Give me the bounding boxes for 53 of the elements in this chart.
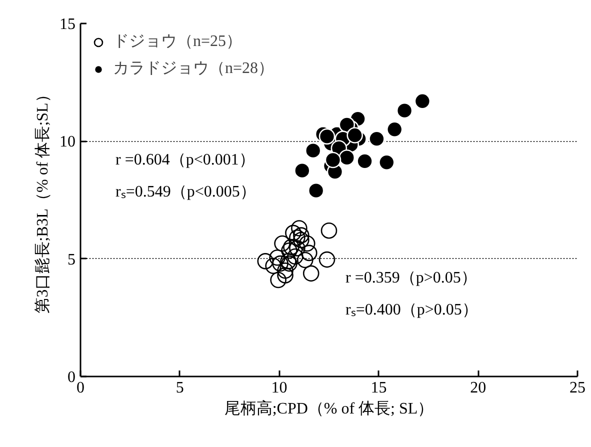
point [285, 224, 302, 242]
legend-label: カラドジョウ（n=28） [113, 59, 274, 79]
point [378, 154, 395, 170]
point [274, 235, 290, 252]
point [277, 262, 294, 279]
annotation: r =0.604（p<0.001） [116, 152, 255, 168]
x-tick-label: 20 [470, 380, 486, 396]
point [257, 253, 274, 270]
point [302, 265, 320, 282]
annotation: rₛ=0.549（p<0.005） [116, 184, 256, 200]
point [368, 130, 385, 147]
point [265, 258, 282, 274]
y-tick-label: 0 [68, 369, 76, 386]
point [386, 121, 403, 138]
annotation: r =0.359（p>0.05） [346, 270, 477, 286]
point [293, 227, 310, 244]
point [277, 267, 294, 284]
x-tick-label: 15 [370, 380, 387, 396]
point [287, 248, 304, 265]
y-tick-label: 10 [60, 134, 76, 151]
point [356, 153, 373, 170]
point [300, 244, 318, 262]
point [318, 128, 336, 145]
point [281, 242, 298, 259]
point [320, 222, 338, 239]
point [270, 272, 286, 288]
point [289, 240, 306, 256]
point [289, 230, 306, 246]
point [272, 255, 288, 272]
point [293, 232, 310, 248]
point [291, 220, 308, 236]
x-tick-label: 10 [271, 380, 288, 396]
point [308, 182, 324, 199]
x-tick-label: 25 [570, 380, 586, 396]
point [318, 251, 336, 268]
point [304, 142, 322, 159]
annotation: rₛ=0.400（p>0.05） [346, 302, 478, 318]
point [414, 93, 431, 110]
point [338, 150, 356, 166]
point [269, 250, 286, 266]
y-tick-label: 15 [60, 16, 76, 33]
point [294, 162, 310, 179]
x-axis-title: 尾柄高;CPD（% of 体長; SL） [224, 400, 434, 418]
point [296, 252, 314, 268]
point [324, 152, 342, 168]
x-tick-label: 5 [176, 380, 184, 396]
point [346, 127, 363, 144]
legend-label: ドジョウ（n=25） [113, 32, 242, 52]
point [283, 238, 300, 256]
point [298, 235, 316, 252]
y-axis-title: 第3口髭長;B3L（% of 体長;SL） [34, 86, 52, 314]
y-tick-label: 5 [68, 251, 76, 268]
point [396, 102, 413, 119]
